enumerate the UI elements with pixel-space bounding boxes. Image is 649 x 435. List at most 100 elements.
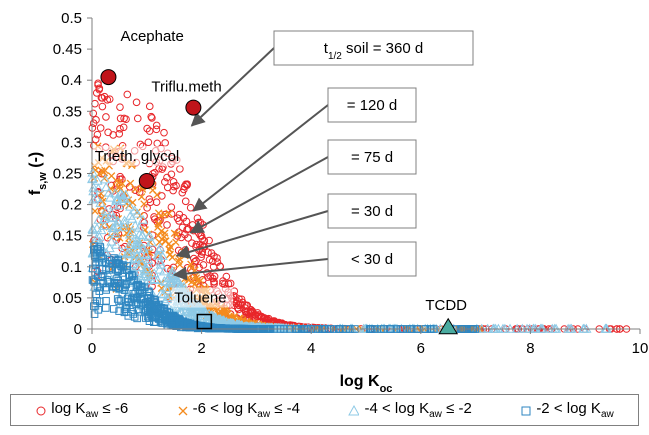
data-point <box>96 297 104 306</box>
data-point <box>143 231 154 241</box>
data-point <box>238 298 247 307</box>
data-point <box>123 262 131 270</box>
y-tick-label: 0.2 <box>61 197 82 214</box>
y-tick-label: 0.35 <box>53 103 82 120</box>
data-point <box>168 253 177 262</box>
compound-label: TCDD <box>425 297 467 314</box>
callout-arrow <box>175 210 329 259</box>
y-axis-title: fs,w (-) <box>27 152 49 196</box>
data-point <box>144 138 153 147</box>
data-point <box>134 229 145 239</box>
data-point <box>197 250 206 258</box>
data-point <box>89 109 98 118</box>
data-point <box>200 237 209 245</box>
compound-label: Acephate <box>120 28 183 45</box>
data-point <box>178 223 187 232</box>
data-point <box>90 252 99 260</box>
data-point <box>131 249 143 259</box>
data-point <box>163 273 174 283</box>
data-point <box>220 280 229 288</box>
data-point <box>132 294 141 303</box>
data-point <box>99 210 111 220</box>
data-point <box>93 214 104 224</box>
data-point <box>155 259 166 269</box>
data-point <box>148 114 156 122</box>
data-point <box>127 308 135 316</box>
compound-tcdd: TCDD <box>425 297 467 335</box>
data-point <box>152 312 160 321</box>
legend-marker-shape <box>348 404 360 415</box>
y-tick-label: 0.15 <box>53 228 82 245</box>
legend-item: log Kaw ≤ -6 <box>35 400 128 420</box>
data-point <box>95 84 104 93</box>
data-point <box>92 116 100 124</box>
data-point <box>126 227 138 237</box>
callout-text: = 120 d <box>347 97 397 114</box>
data-point <box>141 264 152 274</box>
data-point <box>143 124 151 133</box>
legend-marker <box>521 406 531 415</box>
data-point <box>133 314 141 323</box>
legend-item: -6 < log Kaw ≤ -4 <box>177 400 300 420</box>
compound-label: Toluene <box>174 290 227 307</box>
data-point <box>152 198 161 207</box>
data-point <box>182 180 190 189</box>
data-point <box>98 102 107 111</box>
data-point <box>136 295 145 304</box>
data-point <box>133 267 144 277</box>
data-point <box>128 198 137 207</box>
x-tick-label: 0 <box>88 340 96 357</box>
data-point <box>211 313 222 324</box>
legend-marker <box>178 406 188 415</box>
data-point <box>173 230 181 239</box>
data-point <box>159 276 170 286</box>
compound-marker <box>196 313 213 330</box>
data-point <box>264 314 273 323</box>
data-point <box>106 232 115 240</box>
data-point <box>146 237 157 247</box>
legend-marker <box>348 404 360 415</box>
data-point <box>137 214 149 224</box>
data-point <box>107 212 118 223</box>
x-tick-label: 2 <box>197 340 205 357</box>
compound-label-bg <box>171 287 234 308</box>
data-point <box>100 182 112 192</box>
data-point <box>200 308 212 318</box>
axes: 0 0.05 0.1 0.15 0.2 0.25 0.3 0.35 0.4 0.45 0.5 0 2 4 6… <box>53 10 649 357</box>
data-point <box>119 218 130 228</box>
data-point <box>192 256 200 265</box>
data-point <box>196 310 207 320</box>
data-point <box>112 215 124 225</box>
data-point <box>163 221 171 229</box>
data-point <box>188 239 196 247</box>
data-point <box>119 283 127 292</box>
compound-acephate: Acephate <box>100 28 184 86</box>
data-point <box>161 210 169 219</box>
data-point <box>111 256 120 265</box>
data-point <box>162 294 173 304</box>
data-point <box>241 304 250 312</box>
data-point <box>110 228 121 238</box>
data-point <box>138 243 149 253</box>
data-point <box>131 235 143 245</box>
data-point <box>137 282 145 290</box>
data-point <box>125 273 133 281</box>
callout-arrow <box>189 156 329 234</box>
legend-marker <box>36 406 46 415</box>
data-point <box>124 229 136 239</box>
data-point <box>94 79 102 88</box>
data-point <box>199 261 208 269</box>
data-point <box>103 187 115 197</box>
data-point <box>93 130 102 139</box>
data-point <box>166 242 175 251</box>
data-point <box>112 177 121 185</box>
data-point <box>125 248 136 258</box>
data-point <box>177 233 186 242</box>
data-point <box>100 205 111 216</box>
data-point <box>178 188 187 197</box>
data-point <box>140 200 148 208</box>
data-point <box>221 324 230 333</box>
data-point <box>108 222 120 232</box>
legend-label: log Kaw ≤ -6 <box>51 400 129 420</box>
data-point <box>120 114 128 123</box>
